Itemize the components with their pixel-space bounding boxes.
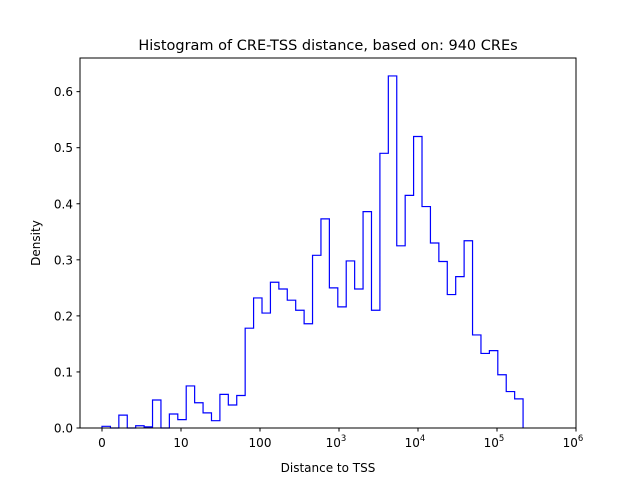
histogram-bin	[380, 153, 388, 428]
x-tick-label: 100	[249, 436, 272, 450]
x-tick-exponent: 4	[420, 434, 425, 444]
x-tick-label: 103	[326, 434, 347, 450]
histogram-bin	[346, 261, 354, 428]
x-tick-base: 10	[484, 436, 499, 450]
y-tick-label: 0.3	[54, 253, 73, 267]
histogram-bin	[355, 289, 363, 428]
plot-frame	[79, 57, 577, 429]
histogram-bin	[169, 414, 177, 428]
histogram-bin	[447, 295, 455, 428]
x-tick-base: 10	[173, 436, 188, 450]
histogram-bin	[498, 375, 506, 428]
x-tick-label: 0	[98, 436, 106, 450]
x-tick-label: 104	[405, 434, 426, 450]
histogram-bin	[430, 243, 438, 428]
histogram-bin	[186, 386, 194, 428]
x-tick-base: 10	[326, 436, 341, 450]
histogram-bin	[473, 335, 481, 428]
histogram-bin	[287, 300, 295, 428]
x-tick-base: 10	[405, 436, 420, 450]
histogram-bin	[439, 262, 447, 429]
histogram-bin	[422, 207, 430, 428]
histogram-bin	[313, 255, 321, 428]
histogram-bin	[338, 307, 346, 428]
histogram-bin	[329, 288, 337, 428]
histogram-step-line	[101, 75, 524, 429]
y-tick-label: 0.6	[54, 85, 73, 99]
x-tick-exponent: 6	[578, 434, 583, 444]
y-tick-label: 0.4	[54, 197, 73, 211]
histogram-bin	[254, 298, 262, 428]
y-tick-label: 0.2	[54, 309, 73, 323]
histogram-bin	[506, 392, 514, 428]
histogram-bin	[270, 282, 278, 428]
y-axis-label: Density	[29, 220, 43, 266]
x-tick-base: 100	[249, 436, 272, 450]
histogram-bin	[195, 403, 203, 428]
histogram-bin	[371, 310, 379, 428]
x-tick-label: 106	[563, 434, 584, 450]
histogram-bin	[262, 313, 270, 428]
histogram-bin	[296, 310, 304, 428]
histogram-bin	[388, 76, 396, 428]
x-axis-label: Distance to TSS	[281, 461, 376, 475]
x-tick-exponent: 3	[341, 434, 346, 444]
histogram-bin	[220, 394, 228, 428]
histogram-bin	[237, 395, 245, 428]
histogram-bin	[279, 289, 287, 428]
histogram-bin	[211, 421, 219, 428]
histogram-bin	[405, 195, 413, 428]
histogram-bin	[456, 277, 464, 428]
histogram-bin	[304, 324, 312, 428]
y-tick-label: 0.0	[54, 422, 73, 436]
chart-title: Histogram of CRE-TSS distance, based on:…	[138, 38, 517, 54]
histogram-bin	[321, 219, 329, 428]
x-tick-base: 10	[563, 436, 578, 450]
histogram-bin	[245, 328, 253, 428]
histogram-bin	[119, 415, 127, 428]
histogram-bin	[464, 241, 472, 428]
histogram-bin	[203, 413, 211, 428]
histogram-bin	[397, 246, 405, 428]
histogram-bin	[489, 351, 497, 428]
histogram-bin	[228, 405, 236, 428]
x-tick-label: 10	[173, 436, 188, 450]
y-tick-label: 0.5	[54, 141, 73, 155]
x-tick-base: 0	[98, 436, 106, 450]
histogram-bin	[414, 136, 422, 428]
y-tick-label: 0.1	[54, 365, 73, 379]
histogram-bin	[178, 420, 186, 428]
x-tick-exponent: 5	[499, 434, 504, 444]
histogram-bin	[153, 400, 161, 428]
histogram-bin	[515, 399, 523, 428]
x-tick-label: 105	[484, 434, 505, 450]
histogram-bin	[481, 353, 489, 428]
histogram-bin	[363, 212, 371, 428]
